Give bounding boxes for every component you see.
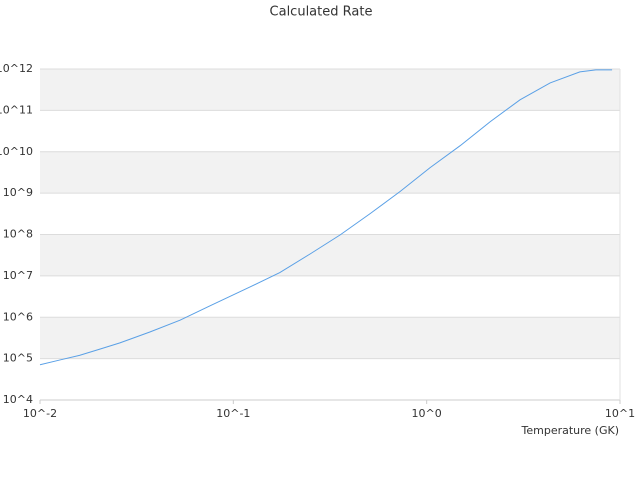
- x-tick-label: 10^1: [605, 407, 635, 420]
- y-tick-label: 10^7: [3, 269, 33, 282]
- y-tick-label: 10^12: [0, 62, 33, 75]
- data-line: [39, 69, 613, 366]
- x-axis-label: Temperature (GK): [521, 424, 620, 437]
- y-tick-label: 10^4: [3, 393, 33, 406]
- x-tick-label: 10^-2: [23, 407, 57, 420]
- chart-title: Calculated Rate: [270, 5, 373, 20]
- x-tick-label: 10^0: [412, 407, 442, 420]
- y-tick-label: 10^5: [3, 352, 33, 365]
- y-tick-label: 10^6: [3, 310, 33, 323]
- grid-band: [40, 317, 620, 359]
- grid-band: [40, 234, 620, 276]
- grid-band: [40, 151, 620, 194]
- grid-band: [40, 69, 620, 111]
- y-tick-label: 10^9: [3, 186, 33, 199]
- y-tick-label: 10^11: [0, 103, 33, 116]
- y-tick-label: 10^10: [0, 145, 33, 158]
- y-tick-label: 10^8: [3, 228, 33, 241]
- x-tick-label: 10^-1: [216, 407, 250, 420]
